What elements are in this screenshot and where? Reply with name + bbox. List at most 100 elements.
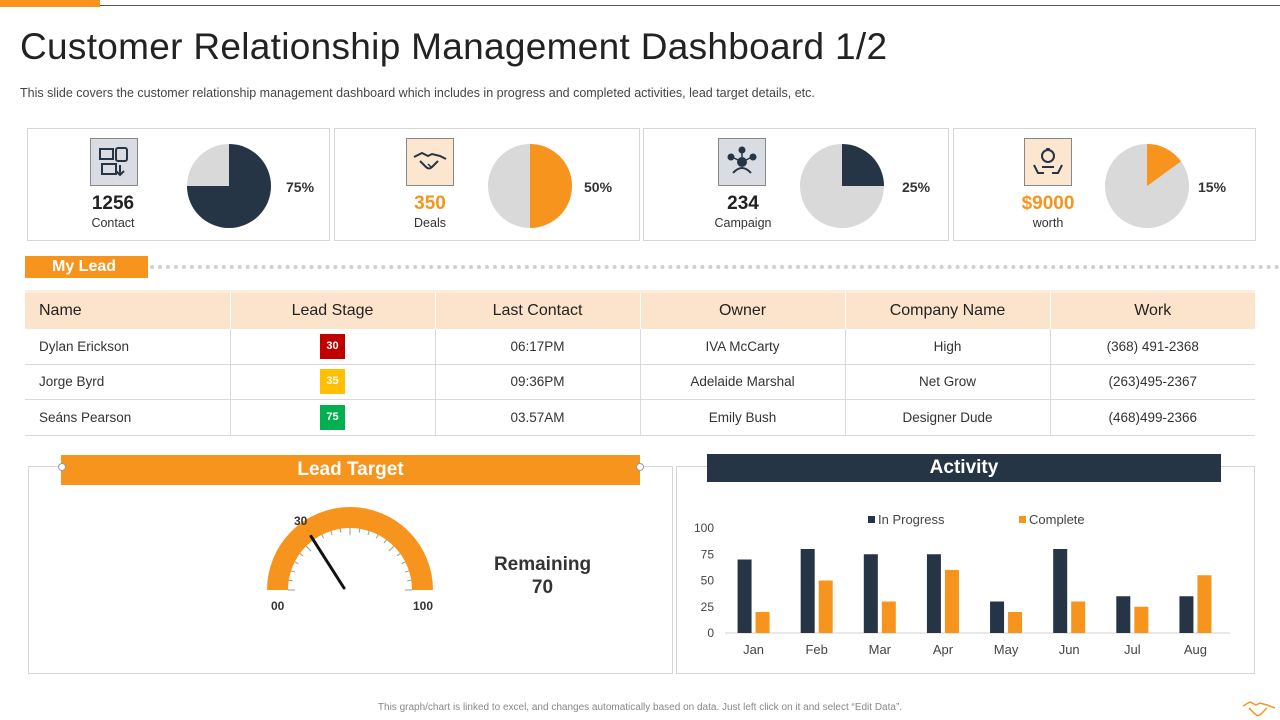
campaign-network-icon	[718, 138, 766, 186]
column-header[interactable]: Company Name	[845, 290, 1051, 329]
gauge-tick	[299, 553, 304, 557]
x-tick-label: Jul	[1124, 642, 1141, 657]
column-header[interactable]: Owner	[640, 290, 846, 329]
lead-stage-cell: 75	[230, 399, 436, 436]
x-tick-label: Feb	[805, 642, 827, 657]
lead-stage-badge: 30	[320, 333, 345, 359]
handshake-logo-icon	[1242, 701, 1276, 717]
money-hands-icon	[1024, 138, 1072, 186]
kpi-card-contact[interactable]: 1256 Contact 75%	[27, 128, 330, 241]
bar-complete	[881, 601, 896, 633]
kpi-percent: 75%	[286, 179, 315, 195]
gauge-min-label: 00	[271, 599, 285, 613]
company-name: Net Grow	[845, 364, 1051, 400]
kpi-pie-chart	[1105, 144, 1189, 228]
lead-table: Name Lead Stage Last Contact Owner Compa…	[25, 290, 1255, 436]
gauge-tick	[321, 534, 325, 539]
gauge-needle	[309, 534, 346, 590]
bar-complete	[1134, 606, 1149, 633]
kpi-card-campaign[interactable]: 234 Campaign 25%	[643, 128, 949, 241]
y-tick-label: 25	[701, 600, 715, 614]
gauge-tick	[396, 553, 401, 557]
lead-target-gauge: 30 00 100	[267, 507, 433, 613]
gauge-tick	[290, 570, 295, 573]
table-row[interactable]: Dylan Erickson 30 06:17PM IVA McCarty Hi…	[25, 328, 1255, 365]
my-lead-tag: My Lead	[25, 256, 148, 278]
kpi-pie-chart	[800, 144, 884, 228]
bar-in-progress	[800, 549, 815, 633]
x-tick-label: Apr	[933, 642, 954, 657]
kpi-pie-chart	[488, 144, 572, 228]
y-tick-label: 50	[701, 574, 715, 588]
bar-in-progress	[737, 559, 752, 633]
legend-swatch-in-progress	[868, 516, 875, 523]
legend-swatch-complete	[1019, 516, 1026, 523]
bar-in-progress	[1053, 549, 1068, 633]
x-tick-label: Jun	[1059, 642, 1080, 657]
top-accent-bar	[0, 0, 100, 7]
column-header[interactable]: Work	[1050, 290, 1255, 329]
gauge-value-label: 30	[294, 514, 308, 528]
column-header[interactable]: Name	[25, 290, 231, 329]
gauge-tick	[305, 545, 312, 552]
kpi-percent: 15%	[1198, 179, 1227, 195]
gauge-tick	[330, 530, 333, 535]
bar-complete	[818, 580, 833, 633]
column-header[interactable]: Last Contact	[435, 290, 641, 329]
bar-in-progress	[990, 601, 1005, 633]
last-contact: 06:17PM	[435, 328, 641, 365]
kpi-card-deals[interactable]: 350 Deals 50%	[334, 128, 640, 241]
gauge-tick	[358, 528, 361, 533]
handle-dot-icon	[636, 463, 644, 471]
gauge-tick	[339, 528, 342, 533]
remaining-value: 70	[531, 577, 554, 598]
lead-name: Dylan Erickson	[25, 328, 231, 365]
last-contact: 03.57AM	[435, 399, 641, 436]
gauge-tick	[383, 539, 387, 544]
x-tick-label: Mar	[869, 642, 892, 657]
bar-in-progress	[1179, 596, 1194, 633]
page-title: Customer Relationship Management Dashboa…	[20, 26, 888, 67]
bar-in-progress	[926, 554, 941, 633]
bar-complete	[1197, 575, 1212, 633]
y-axis: 100 75 50 25 0	[694, 521, 1230, 640]
gauge-tick	[401, 561, 406, 565]
contact-devices-icon	[90, 138, 138, 186]
bar-complete	[1008, 612, 1023, 633]
gauge-tick	[388, 545, 395, 552]
kpi-percent: 25%	[902, 179, 931, 195]
kpi-value: $9000	[1021, 193, 1075, 214]
footer-note: This graph/chart is linked to excel, and…	[377, 702, 903, 713]
table-header-row: Name Lead Stage Last Contact Owner Compa…	[25, 290, 1255, 329]
gauge-tick	[288, 579, 293, 582]
company-name: Designer Dude	[845, 399, 1051, 436]
table-row[interactable]: Seáns Pearson 75 03.57AM Emily Bush Desi…	[25, 399, 1255, 436]
y-tick-label: 75	[701, 547, 715, 561]
lead-stage-badge: 35	[320, 369, 345, 395]
remaining-label: Remaining	[493, 554, 592, 575]
gauge-max-label: 100	[413, 599, 433, 613]
x-tick-label: Jan	[743, 642, 764, 657]
lead-name: Seáns Pearson	[25, 399, 231, 436]
bar-in-progress	[863, 554, 878, 633]
activity-title: Activity	[707, 454, 1221, 482]
gauge-arc	[267, 507, 433, 590]
bars	[737, 549, 1212, 633]
gauge-tick	[367, 530, 370, 535]
kpi-label: Contact	[91, 216, 135, 230]
column-header[interactable]: Lead Stage	[230, 290, 436, 329]
y-tick-label: 100	[694, 521, 714, 535]
bar-in-progress	[1116, 596, 1131, 633]
pie-slice-value	[842, 144, 884, 186]
owner: Adelaide Marshal	[640, 364, 846, 400]
company-name: High	[845, 328, 1051, 365]
kpi-value: 234	[727, 193, 759, 214]
kpi-pie-chart	[187, 144, 271, 228]
table-row[interactable]: Jorge Byrd 35 09:36PM Adelaide Marshal N…	[25, 364, 1255, 400]
kpi-card-worth[interactable]: $9000 worth 15%	[953, 128, 1256, 241]
top-rule	[100, 5, 1280, 6]
bar-complete	[944, 570, 959, 633]
section-divider	[150, 265, 1280, 269]
x-axis: Jan Feb Mar Apr May Jun Jul Aug	[743, 642, 1207, 657]
owner: IVA McCarty	[640, 328, 846, 365]
